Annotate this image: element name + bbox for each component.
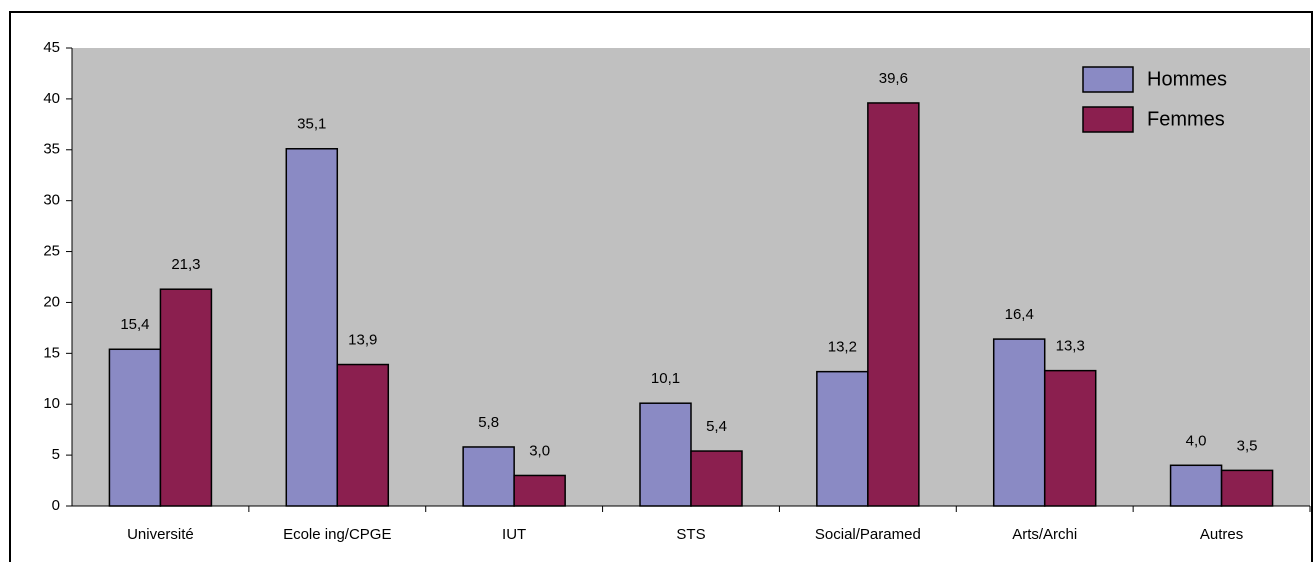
y-tick-label: 0 [52,497,60,514]
x-tick-label: Autres [1200,526,1243,543]
legend-label: Femmes [1147,108,1225,130]
bar [1220,469,1274,507]
value-label: 13,2 [828,339,857,356]
y-tick-label: 45 [43,39,60,56]
value-label: 13,9 [348,331,377,348]
value-label: 3,0 [529,442,550,459]
legend-swatch [1082,106,1134,133]
y-tick-label: 15 [43,344,60,361]
bar [992,338,1046,507]
value-label: 10,1 [651,370,680,387]
y-tick-label: 30 [43,192,60,209]
bar [336,363,390,507]
y-tick-label: 10 [43,395,60,412]
bar [1043,369,1097,507]
x-tick-label: Arts/Archi [1012,526,1077,543]
x-tick-label: STS [676,526,705,543]
x-tick-label: IUT [502,526,526,543]
bar [108,348,162,507]
y-tick-label: 25 [43,243,60,260]
bar [867,102,920,507]
y-tick-label: 5 [52,446,60,463]
value-label: 39,6 [879,70,908,87]
value-label: 3,5 [1237,437,1258,454]
bar [690,450,743,507]
bar [816,370,869,507]
x-tick-label: Ecole ing/CPGE [283,526,391,543]
value-label: 15,4 [120,316,149,333]
value-label: 5,8 [478,414,499,431]
value-label: 13,3 [1056,338,1085,355]
y-tick-label: 35 [43,141,60,158]
y-tick-label: 40 [43,90,60,107]
bar [639,402,692,507]
bar [1169,464,1223,507]
bar [513,474,566,507]
value-label: 16,4 [1005,306,1034,323]
bar [462,446,515,507]
x-tick-label: Social/Paramed [815,526,921,543]
legend-swatch [1082,66,1134,93]
value-label: 5,4 [706,418,727,435]
legend-label: Hommes [1147,68,1227,90]
bar [285,148,339,507]
value-label: 21,3 [171,256,200,273]
bar [159,288,213,507]
value-label: 4,0 [1186,432,1207,449]
value-label: 35,1 [297,116,326,133]
y-tick-label: 20 [43,293,60,310]
x-tick-label: Université [127,526,194,543]
